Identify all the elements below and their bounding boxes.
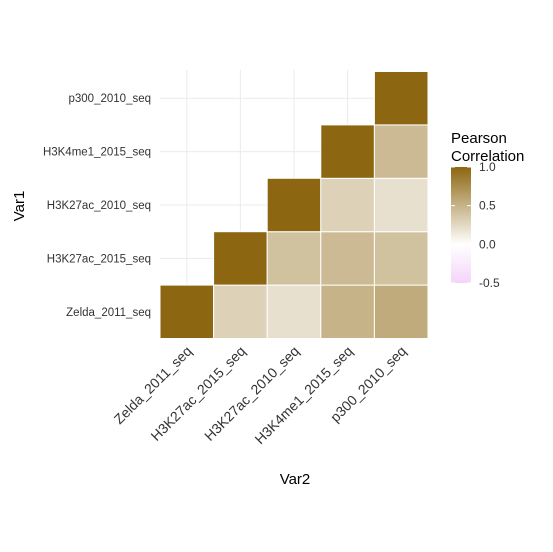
heatmap-cell [320, 124, 375, 179]
y-tick-label: H3K4me1_2015_seq [43, 147, 151, 159]
heatmap-cell [213, 231, 268, 286]
legend-colorbar [451, 167, 471, 283]
y-axis-title: Var1 [11, 191, 28, 222]
x-axis-title: Var2 [280, 471, 311, 488]
heatmap-cells [159, 71, 429, 340]
y-tick-label: H3K27ac_2015_seq [47, 253, 151, 265]
heatmap-cell [320, 177, 375, 233]
heatmap-cell [320, 231, 375, 286]
legend-ticks: 1.0 0.5 0.0 -0.5 [451, 160, 500, 290]
heatmap-cell [266, 284, 322, 340]
heatmap-cell [266, 231, 322, 286]
x-tick-labels: Zelda_2011_seqH3K27ac_2015_seqH3K27ac_20… [111, 343, 410, 447]
legend-title-line-1: Pearson [451, 130, 507, 147]
y-tick-label: Zelda_2011_seq [66, 307, 151, 319]
legend-tick-label: 1.0 [479, 160, 496, 174]
y-tick-labels: Zelda_2011_seq H3K27ac_2015_seq H3K27ac_20… [43, 93, 151, 319]
legend-tick-label: 0.0 [479, 237, 496, 251]
x-tick-label: H3K27ac_2010_seq [201, 343, 302, 444]
legend-title-line-2: Correlation [451, 148, 524, 165]
legend-tick-label: 0.5 [479, 199, 496, 213]
y-tick-label: p300_2010_seq [69, 93, 152, 105]
heatmap-cell [373, 71, 429, 126]
heatmap-cell [373, 231, 429, 286]
color-legend: Pearson Correlation 1.0 0.5 0.0 -0.5 [451, 130, 524, 290]
x-tick-label: H3K4me1_2015_seq [251, 343, 355, 447]
heatmap-cell [213, 284, 268, 340]
x-tick-label: H3K27ac_2015_seq [147, 343, 248, 444]
heatmap-cell [373, 124, 429, 179]
heatmap-cell [159, 284, 215, 340]
heatmap-cell [266, 177, 322, 233]
y-tick-label: H3K27ac_2010_seq [47, 200, 151, 212]
legend-tick-label: -0.5 [479, 276, 500, 290]
heatmap-cell [373, 177, 429, 233]
heatmap-cell [373, 284, 429, 340]
heatmap-cell [320, 284, 375, 340]
